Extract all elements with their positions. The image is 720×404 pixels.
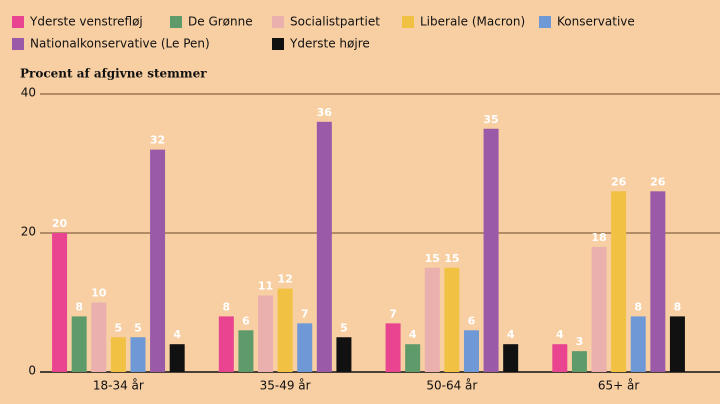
legend-swatch (12, 38, 24, 50)
bar (71, 316, 87, 372)
bar (130, 337, 146, 372)
bar (316, 121, 332, 372)
value-label: 11 (258, 280, 273, 293)
x-tick-label: 50-64 år (426, 379, 477, 393)
value-label: 8 (222, 300, 230, 313)
legend-label: Socialistpartiet (290, 15, 380, 29)
bar (277, 288, 293, 372)
bar (424, 267, 440, 372)
value-label: 5 (340, 321, 348, 334)
legend-label: Yderste venstrefløj (29, 15, 143, 29)
value-label: 5 (115, 321, 123, 334)
bar (150, 149, 166, 372)
bar (238, 330, 254, 372)
bar (169, 344, 185, 372)
legend-swatch (402, 16, 414, 28)
legend-label: De Grønne (188, 15, 253, 29)
legend-label: Konservative (557, 15, 635, 29)
value-label: 15 (425, 252, 440, 265)
x-tick-label: 18-34 år (93, 379, 144, 393)
y-tick-label: 0 (28, 364, 36, 378)
value-label: 10 (91, 287, 107, 300)
legend-label: Nationalkonservative (Le Pen) (30, 37, 210, 51)
bar (591, 246, 607, 372)
legend-swatch (272, 16, 284, 28)
value-label: 4 (409, 328, 417, 341)
legend-swatch (170, 16, 182, 28)
y-tick-label: 40 (21, 86, 36, 100)
value-label: 35 (483, 113, 498, 126)
value-label: 20 (52, 217, 68, 230)
legend-swatch (12, 16, 24, 28)
bar (650, 191, 666, 372)
value-label: 18 (591, 231, 606, 244)
legend-swatch (539, 16, 551, 28)
bar (258, 295, 274, 372)
y-tick-label: 20 (21, 225, 36, 239)
value-label: 36 (317, 106, 333, 119)
bar (463, 330, 479, 372)
bar (630, 316, 646, 372)
bar (503, 344, 519, 372)
bar (52, 233, 68, 372)
chart-subtitle: Procent af afgivne stemmer (20, 67, 207, 81)
x-tick-label: 35-49 år (260, 379, 311, 393)
bar (336, 337, 352, 372)
value-label: 6 (242, 314, 250, 327)
value-label: 8 (634, 300, 642, 313)
bar (444, 267, 460, 372)
value-label: 8 (674, 300, 682, 313)
bar (405, 344, 421, 372)
legend-label: Yderste højre (289, 37, 370, 51)
value-label: 26 (650, 175, 666, 188)
value-label: 12 (277, 273, 292, 286)
value-label: 7 (389, 307, 397, 320)
bar (297, 323, 313, 372)
value-label: 15 (444, 252, 459, 265)
value-label: 4 (173, 328, 181, 341)
value-label: 3 (576, 335, 584, 348)
bar (91, 302, 107, 372)
bar (385, 323, 401, 372)
value-label: 7 (301, 307, 309, 320)
value-label: 8 (75, 300, 83, 313)
bar (611, 191, 627, 372)
legend-swatch (272, 38, 284, 50)
x-tick-label: 65+ år (598, 379, 639, 393)
bar (218, 316, 234, 372)
value-label: 32 (150, 134, 165, 147)
bar (571, 351, 587, 372)
value-label: 4 (556, 328, 564, 341)
bar (110, 337, 126, 372)
bar (483, 128, 499, 372)
legend-label: Liberale (Macron) (420, 15, 525, 29)
value-label: 26 (611, 175, 627, 188)
bar (552, 344, 568, 372)
value-label: 5 (134, 321, 142, 334)
bar (669, 316, 685, 372)
value-label: 4 (507, 328, 515, 341)
value-label: 6 (468, 314, 476, 327)
